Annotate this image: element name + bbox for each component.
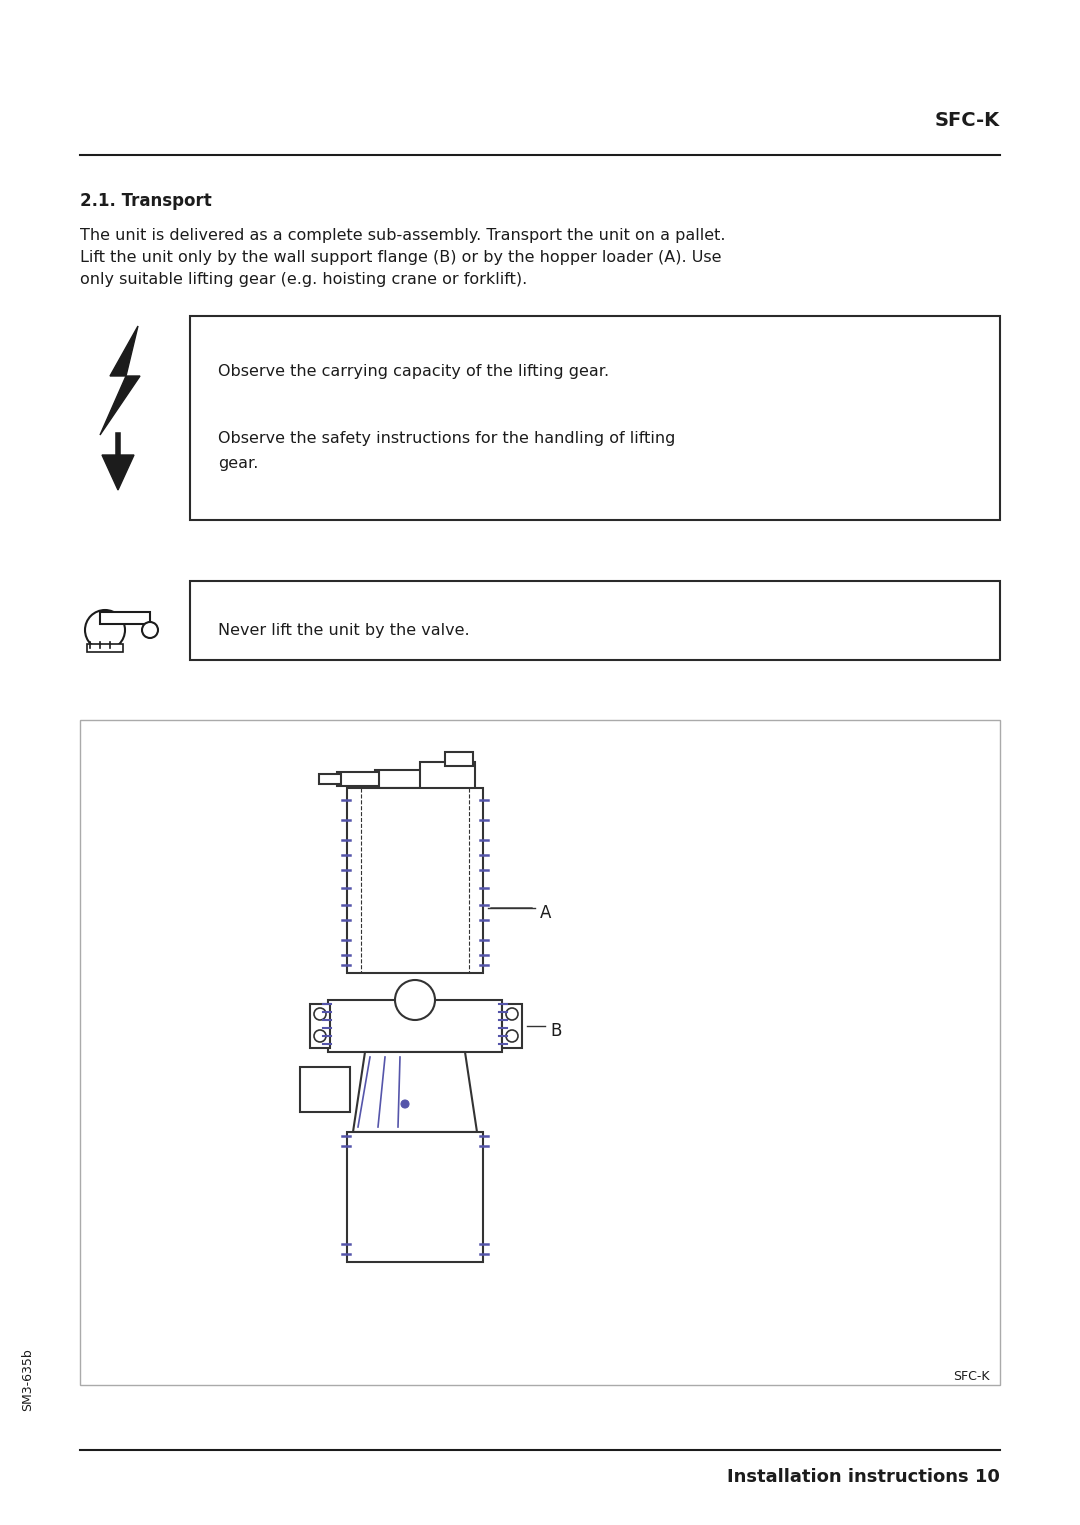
Bar (375, 770, 455, 788)
Bar (310, 1003, 330, 1048)
Circle shape (141, 622, 158, 637)
Text: The unit is delivered as a complete sub-assembly. Transport the unit on a pallet: The unit is delivered as a complete sub-… (80, 229, 726, 242)
Circle shape (507, 1008, 518, 1020)
Polygon shape (102, 454, 134, 490)
Circle shape (314, 1008, 326, 1020)
Bar (80, 720, 1000, 1385)
Bar (328, 1000, 502, 1052)
Bar (300, 1068, 350, 1112)
Circle shape (85, 610, 125, 650)
Bar (319, 775, 341, 784)
Bar (190, 581, 1000, 660)
Text: B: B (550, 1022, 562, 1040)
Text: Installation instructions 10: Installation instructions 10 (727, 1469, 1000, 1485)
Text: gear.: gear. (218, 456, 258, 471)
Text: only suitable lifting gear (e.g. hoisting crane or forklift).: only suitable lifting gear (e.g. hoistin… (80, 271, 527, 287)
Text: SM3-635b: SM3-635b (22, 1348, 35, 1411)
Polygon shape (100, 377, 140, 435)
Polygon shape (110, 326, 138, 377)
Circle shape (507, 1029, 518, 1042)
Circle shape (314, 1029, 326, 1042)
Bar (337, 772, 379, 785)
Bar (420, 762, 475, 790)
Text: Lift the unit only by the wall support flange (B) or by the hopper loader (A). U: Lift the unit only by the wall support f… (80, 250, 721, 265)
Text: SFC-K: SFC-K (935, 111, 1000, 130)
Bar (347, 1132, 483, 1263)
Circle shape (395, 981, 435, 1020)
Bar (445, 752, 473, 766)
Text: Observe the safety instructions for the handling of lifting: Observe the safety instructions for the … (218, 432, 675, 445)
Bar (190, 316, 1000, 520)
Text: Never lift the unit by the valve.: Never lift the unit by the valve. (218, 624, 470, 637)
Text: Observe the carrying capacity of the lifting gear.: Observe the carrying capacity of the lif… (218, 364, 609, 380)
Bar (502, 1003, 522, 1048)
Text: 2.1. Transport: 2.1. Transport (80, 192, 212, 210)
Text: A: A (540, 904, 552, 923)
Text: SFC-K: SFC-K (954, 1369, 990, 1383)
Bar (347, 788, 483, 973)
Circle shape (401, 1100, 409, 1109)
Bar (87, 644, 123, 653)
Bar (100, 612, 150, 624)
Polygon shape (353, 1052, 477, 1132)
